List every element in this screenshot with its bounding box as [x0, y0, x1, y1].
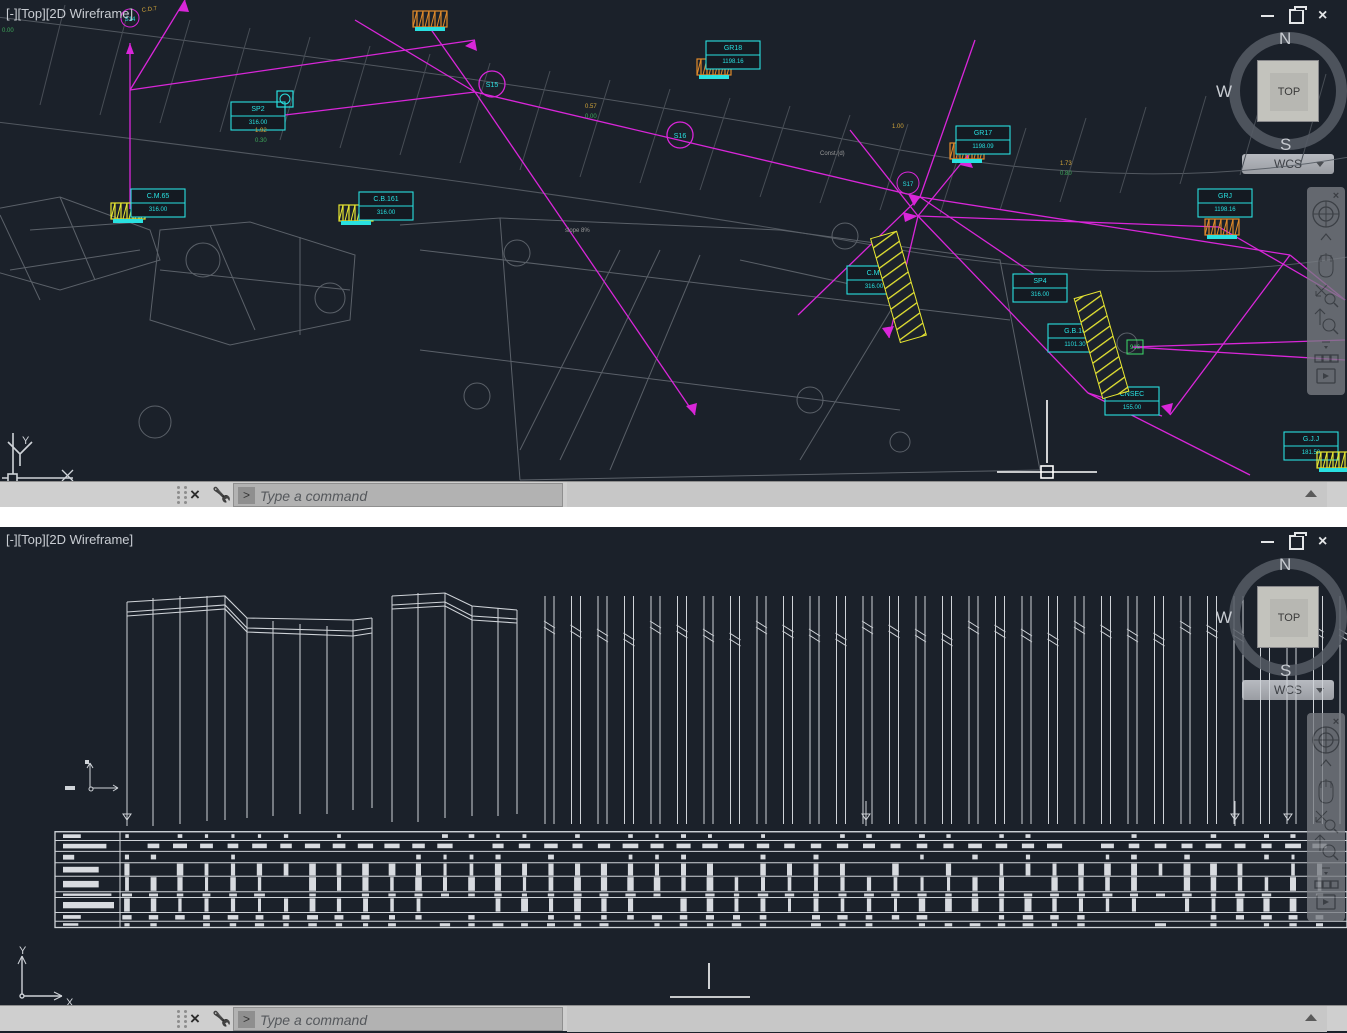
svg-text:181.50: 181.50 [1302, 450, 1321, 456]
svg-text:GR18: GR18 [724, 45, 742, 52]
svg-text:S15: S15 [486, 82, 499, 89]
svg-text:Y: Y [19, 945, 27, 957]
svg-text:0.00: 0.00 [2, 28, 14, 34]
svg-text:C.B.161: C.B.161 [373, 196, 398, 203]
svg-text:1.00: 1.00 [892, 124, 904, 130]
svg-text:Y: Y [22, 435, 30, 447]
svg-text:1198.16: 1198.16 [1214, 207, 1236, 213]
svg-text:916: 916 [1130, 345, 1141, 351]
svg-text:S17: S17 [903, 182, 914, 188]
svg-text:0.80: 0.80 [1060, 171, 1072, 177]
svg-text:1198.09: 1198.09 [972, 144, 994, 150]
svg-text:1.92: 1.92 [255, 128, 267, 134]
svg-text:S16: S16 [674, 133, 687, 140]
svg-text:316.00: 316.00 [865, 284, 884, 290]
svg-text:316.00: 316.00 [377, 210, 396, 216]
svg-text:316.00: 316.00 [249, 120, 268, 126]
svg-text:316.00: 316.00 [149, 207, 168, 213]
svg-text:1198.16: 1198.16 [722, 59, 744, 65]
svg-text:Const.(d): Const.(d) [820, 151, 845, 157]
svg-text:155.00: 155.00 [1123, 405, 1142, 411]
svg-text:316.00: 316.00 [1031, 292, 1050, 298]
svg-text:C.M.: C.M. [867, 270, 882, 277]
svg-text:G.J.J: G.J.J [1303, 436, 1319, 443]
svg-text:1101.30: 1101.30 [1064, 342, 1086, 348]
svg-text:1.73: 1.73 [1060, 161, 1072, 167]
svg-text:C.D.7: C.D.7 [141, 6, 158, 14]
svg-text:C.M.65: C.M.65 [147, 193, 170, 200]
svg-text:SP4: SP4 [1033, 278, 1046, 285]
svg-text:SP2: SP2 [251, 106, 264, 113]
svg-text:0.00: 0.00 [585, 114, 597, 120]
svg-text:GRJ: GRJ [1218, 193, 1232, 200]
svg-text:0.30: 0.30 [255, 138, 267, 144]
svg-text:0.57: 0.57 [585, 104, 597, 110]
svg-text:slope 8%: slope 8% [565, 228, 590, 234]
svg-text:GR17: GR17 [974, 130, 992, 137]
